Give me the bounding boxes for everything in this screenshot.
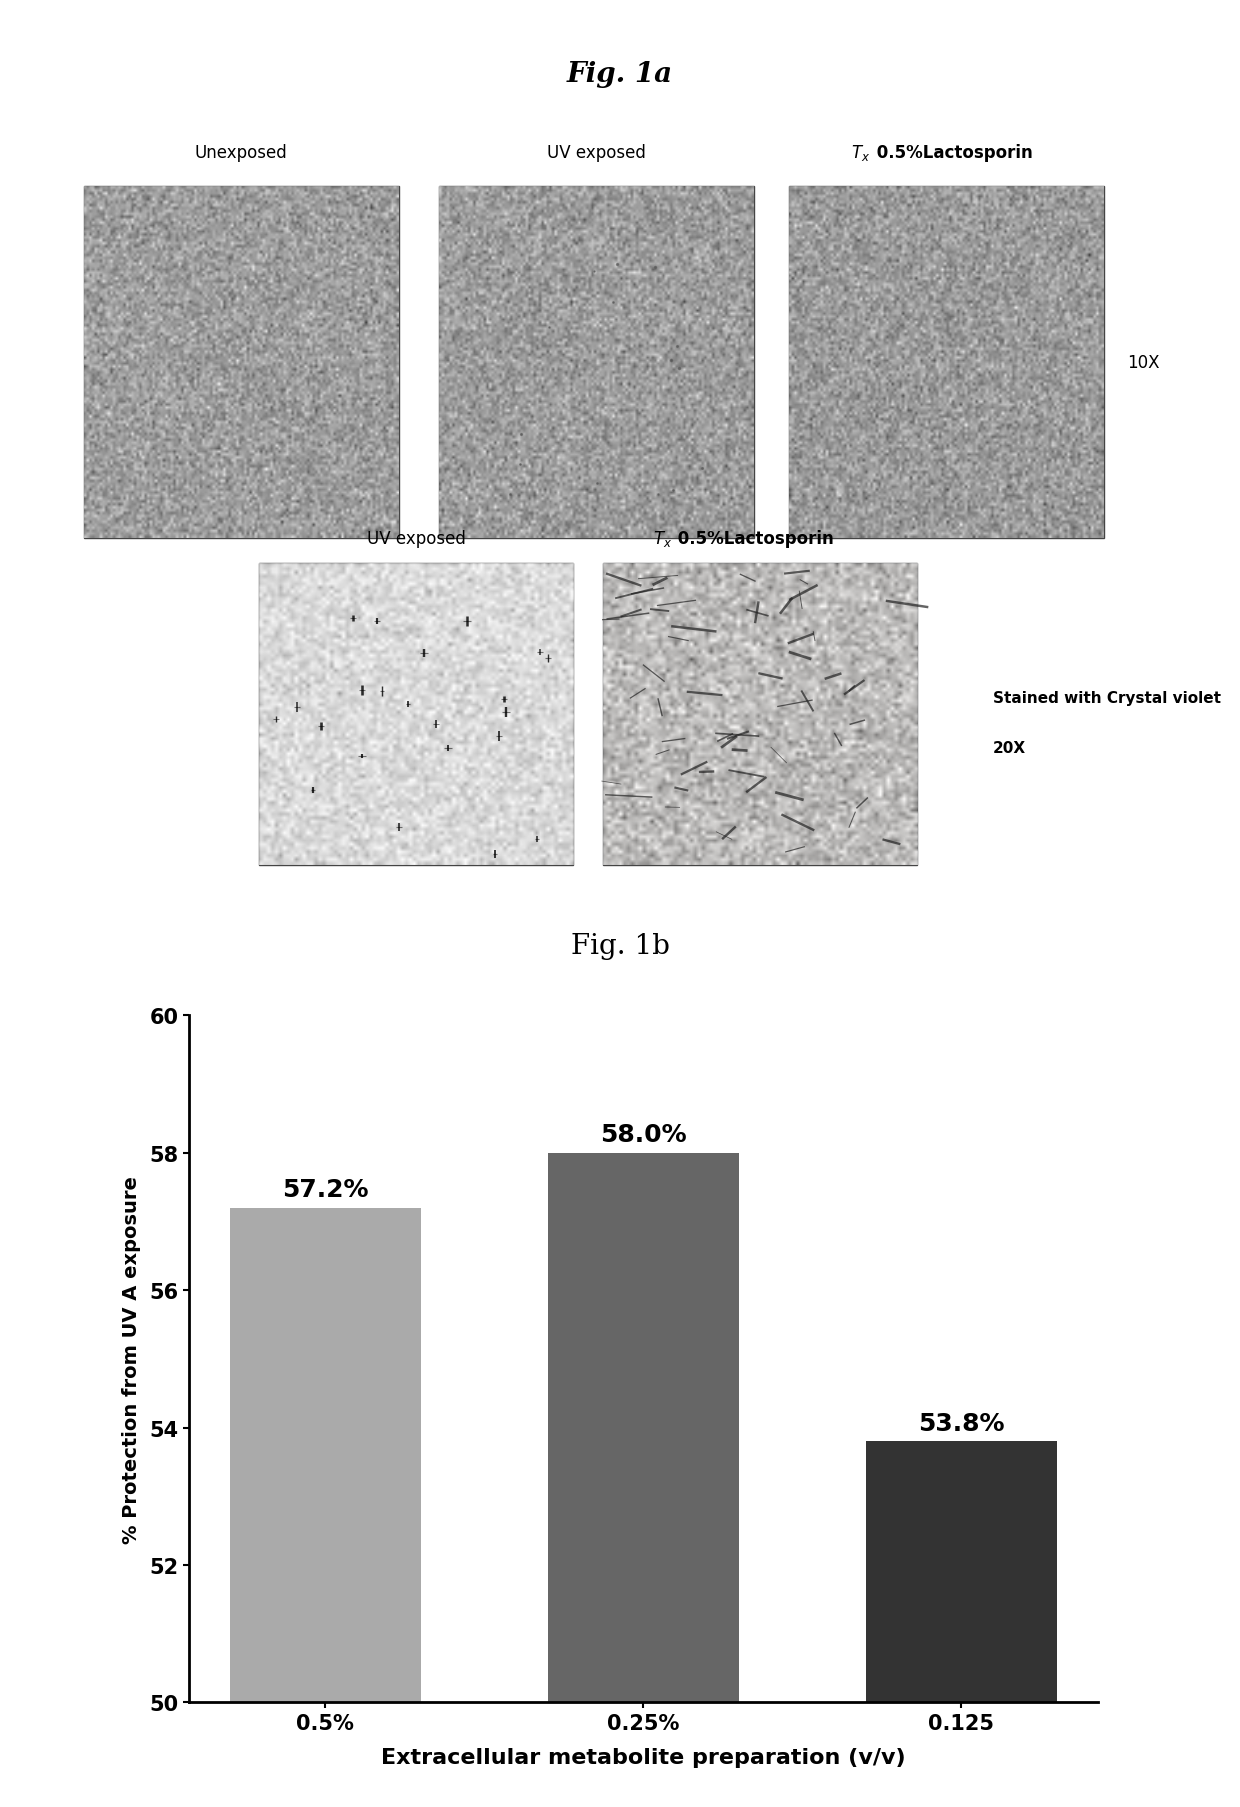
Text: $T_x$: $T_x$ <box>852 143 870 163</box>
Text: UV exposed: UV exposed <box>367 529 465 548</box>
Bar <box>439 186 754 538</box>
Text: Stained with Crystal violet: Stained with Crystal violet <box>993 690 1221 705</box>
Text: Fig. 1b: Fig. 1b <box>570 932 670 960</box>
Text: 0.5%Lactosporin: 0.5%Lactosporin <box>672 529 835 548</box>
Text: 20X: 20X <box>993 741 1027 755</box>
Bar <box>259 564 573 866</box>
Text: UV exposed: UV exposed <box>547 145 646 163</box>
Text: Fig. 1a: Fig. 1a <box>567 61 673 89</box>
Bar <box>789 186 1104 538</box>
Text: 10X: 10X <box>1127 354 1159 372</box>
Text: $T_x$: $T_x$ <box>653 529 672 549</box>
Text: Unexposed: Unexposed <box>195 145 288 163</box>
Text: 0.5%Lactosporin: 0.5%Lactosporin <box>870 145 1033 163</box>
Bar <box>603 564 918 866</box>
Bar <box>84 186 398 538</box>
